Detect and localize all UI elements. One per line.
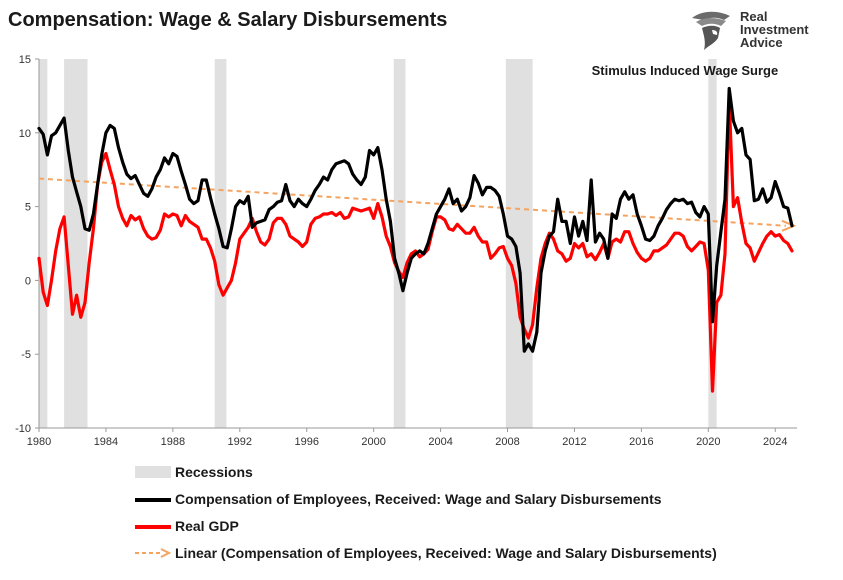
series-line-wages — [37, 86, 794, 353]
recession-band-1 — [39, 59, 48, 428]
logo-text-line3: Advice — [740, 35, 783, 50]
legend-label-wages: Compensation of Employees, Received: Wag… — [175, 491, 662, 507]
chart-annotation: Stimulus Induced Wage Surge — [592, 63, 779, 78]
logo-text-line2: Investment — [740, 22, 809, 37]
y-tick-label: 10 — [19, 128, 31, 140]
x-tick-label: 1988 — [161, 436, 185, 448]
recession-band-3 — [214, 59, 227, 428]
chart-title: Compensation: Wage & Salary Disbursement… — [8, 9, 448, 31]
x-tick-label: 2020 — [696, 436, 720, 448]
legend-swatch-recessions — [135, 466, 171, 478]
legend-swatch-wages — [135, 498, 171, 502]
logo-text-line1: Real — [740, 9, 768, 24]
y-tick-label: 15 — [19, 54, 31, 66]
legend-label-gdp: Real GDP — [175, 518, 239, 534]
x-tick-label: 2024 — [763, 436, 787, 448]
series-line-real-gdp — [37, 98, 794, 393]
legend-label-recessions: Recessions — [175, 464, 253, 480]
y-tick-label: 5 — [25, 202, 31, 214]
x-tick-label: 2008 — [495, 436, 519, 448]
x-tick-label: 1996 — [294, 436, 318, 448]
x-tick-label: 2000 — [361, 436, 385, 448]
recession-band-5 — [505, 59, 533, 428]
brand-logo: Real Investment Advice — [688, 8, 828, 52]
recession-bands — [39, 59, 717, 428]
axes: -10 -5 0 5 10 15 1980 1984 1988 1992 1996 2000 2004 2… — [15, 54, 797, 448]
x-tick-label: 1992 — [228, 436, 252, 448]
recession-band-4 — [393, 59, 406, 428]
recession-band-6 — [708, 59, 717, 428]
eagle-logo-icon — [692, 11, 730, 50]
x-tick-label: 2004 — [428, 436, 452, 448]
legend-swatch-gdp — [135, 525, 171, 529]
trend-arrow-head — [781, 219, 797, 232]
y-tick-label: -5 — [21, 349, 31, 361]
x-tick-label: 1980 — [27, 436, 51, 448]
chart-plot: -10 -5 0 5 10 15 1980 1984 1988 1992 1996 2000 2004 2… — [15, 54, 797, 448]
y-tick-label: 0 — [25, 275, 31, 287]
x-tick-label: 2012 — [562, 436, 586, 448]
y-tick-label: -10 — [15, 423, 31, 435]
legend-swatch-trend — [135, 548, 171, 558]
x-tick-label: 2016 — [629, 436, 653, 448]
legend-label-trend: Linear (Compensation of Employees, Recei… — [175, 545, 717, 561]
x-tick-label: 1984 — [94, 436, 118, 448]
series-lines — [37, 86, 794, 393]
